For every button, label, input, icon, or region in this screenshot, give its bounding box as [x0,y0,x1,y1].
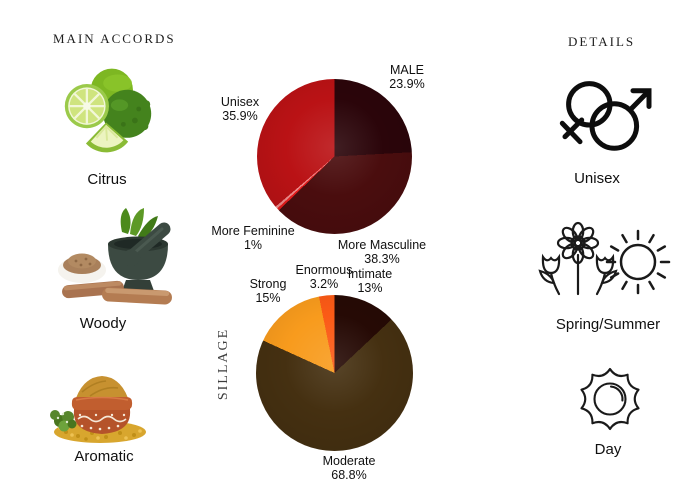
main-accords-heading: MAIN ACCORDS [53,31,176,46]
details-heading: DETAILS [568,34,636,49]
pie-label-male: MALE 23.9% [389,63,425,91]
spice-pot-seeds-illustration [50,376,146,443]
flowers-and-sun-icon [535,221,675,297]
detail-label-unisex: Unisex [574,170,620,187]
accord-label-woody: Woody [79,315,127,332]
gender-unisex-icon [556,72,656,157]
woody-image [52,206,187,306]
accord-label-citrus: Citrus [87,171,127,188]
pie-label-unisex: Unisex 35.9% [220,95,260,123]
pie-label-intimate: Intimate 13% [347,267,393,295]
citrus-limes-illustration [64,68,152,153]
left-tulip [538,253,561,296]
pie-label-enormous: Enormous 3.2% [295,263,353,291]
sillage-pie-chart [256,295,413,451]
detail-label-spring-summer: Spring/Summer [555,316,661,333]
sun-with-rays [605,229,671,295]
pie-label-more-feminine: More Feminine 1% [211,224,295,252]
day-sun-icon [575,364,645,434]
mortar-pestle-sandalwood-illustration [58,208,172,305]
pie-label-more-masculine: More Masculine 38.3% [337,238,427,266]
citrus-image [60,60,156,158]
gender-pie-chart [257,79,412,234]
accord-label-aromatic: Aromatic [74,448,134,465]
pie-label-moderate: Moderate 68.8% [322,454,376,482]
detail-label-day: Day [594,441,622,458]
aromatic-image [46,372,158,444]
daisy-flower [556,221,600,296]
pie-label-strong: Strong 15% [249,277,287,305]
right-tulip [595,253,618,296]
sillage-axis-title: SILLAGE [216,327,231,401]
